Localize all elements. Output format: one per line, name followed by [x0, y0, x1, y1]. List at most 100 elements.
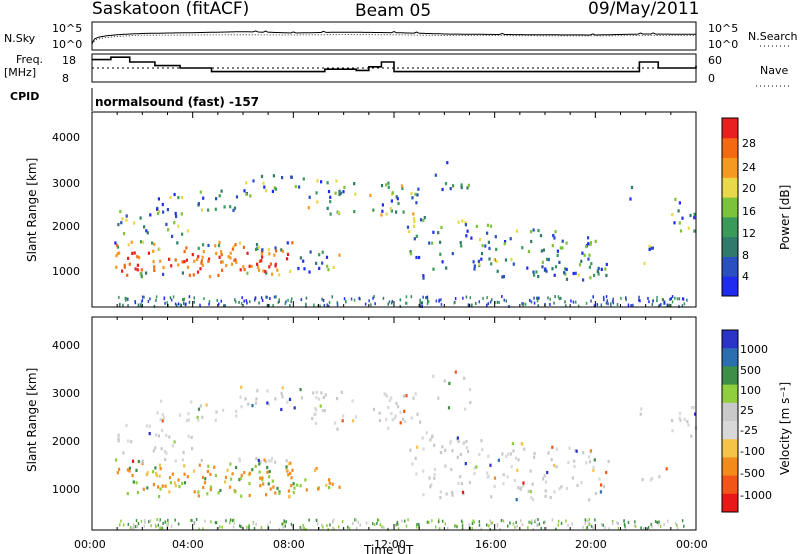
velocity-cell — [374, 523, 376, 527]
velocity-cell — [410, 416, 413, 420]
power-cell — [589, 276, 592, 280]
velocity-cell — [612, 519, 614, 523]
velocity-cell — [571, 522, 573, 526]
velocity-cell — [126, 492, 129, 496]
power-cell — [147, 299, 150, 303]
power-cell — [473, 264, 476, 268]
velocity-cell — [318, 397, 321, 401]
power-cell — [439, 252, 442, 256]
power-cell — [417, 187, 420, 191]
power-cell — [225, 264, 228, 268]
velocity-cell — [308, 518, 310, 522]
velocity-cell — [239, 524, 241, 528]
velocity-cell — [611, 522, 614, 525]
velocity-cell — [588, 498, 591, 502]
power-cell — [255, 243, 259, 247]
power-cell — [123, 263, 126, 267]
power-cell — [515, 229, 519, 233]
velocity-cell — [530, 521, 533, 525]
velocity-cell — [291, 468, 294, 472]
power-cell — [471, 303, 473, 307]
power-cell — [414, 192, 417, 196]
power-cell — [281, 176, 284, 180]
velocity-cell — [658, 520, 660, 524]
power-cell — [671, 295, 674, 299]
power-cell — [202, 196, 205, 200]
velocity-cell — [460, 482, 463, 486]
power-cell — [488, 246, 491, 251]
power-cell — [305, 296, 308, 300]
station-title: Saskatoon (fitACF) — [92, 0, 249, 19]
velocity-cell — [403, 420, 407, 424]
velocity-cell — [509, 521, 511, 525]
power-cell — [256, 265, 260, 269]
power-cell — [157, 209, 161, 214]
velocity-cell — [302, 523, 304, 527]
velocity-cell — [607, 459, 610, 464]
velocity-cell — [445, 492, 448, 496]
power-cell — [391, 191, 394, 195]
velocity-cell — [292, 482, 295, 486]
power-cell — [298, 185, 301, 189]
velocity-cell — [248, 523, 250, 527]
power-cell — [260, 259, 263, 263]
velocity-cell — [543, 474, 546, 478]
velocity-cell — [240, 525, 242, 529]
power-cell — [477, 259, 480, 263]
power-cell — [495, 259, 498, 263]
power-colorbar-swatch — [722, 216, 738, 238]
velocity-cell — [253, 527, 256, 530]
power-cell — [316, 200, 319, 204]
power-cell — [185, 302, 187, 306]
power-cell — [481, 244, 484, 248]
velocity-cell — [511, 442, 514, 446]
power-cell — [489, 300, 492, 304]
velocity-cell — [286, 469, 289, 473]
power-cell — [372, 296, 374, 300]
velocity-cell — [157, 523, 160, 527]
velocity-cell — [240, 385, 243, 389]
power-cell — [441, 260, 444, 264]
velocity-cell — [469, 526, 471, 530]
nsky-tick-bottom: 10^0 — [52, 38, 82, 51]
power-heatmap-cells — [114, 161, 696, 308]
velocity-cell — [462, 442, 465, 446]
velocity-cell — [162, 416, 166, 420]
velocity-cell — [289, 461, 292, 465]
velocity-cell — [158, 474, 161, 478]
velocity-cell — [451, 490, 454, 495]
velocity-cell — [584, 521, 587, 525]
power-cell — [651, 246, 654, 250]
power-cell — [118, 251, 121, 255]
power-cell — [453, 301, 455, 305]
velocity-cell — [315, 390, 318, 394]
power-cell — [232, 245, 235, 249]
velocity-colorbar-swatch — [722, 348, 738, 367]
vel-ytick-3000: 3000 — [52, 387, 80, 400]
velocity-cell — [117, 439, 120, 443]
velocity-cell — [155, 474, 158, 478]
power-cell — [193, 259, 196, 263]
power-cell — [551, 244, 554, 248]
velocity-cell — [355, 526, 358, 530]
velocity-cell — [402, 417, 405, 421]
power-cell — [286, 257, 289, 261]
power-cell — [689, 213, 692, 218]
velocity-cell — [319, 404, 322, 408]
power-cell — [422, 274, 425, 278]
power-cell — [678, 201, 681, 205]
velocity-cell — [674, 522, 677, 526]
velocity-cell — [315, 408, 318, 412]
velocity-cell — [178, 485, 181, 489]
power-cell — [419, 298, 421, 302]
power-cell — [605, 301, 608, 305]
power-cell — [200, 208, 203, 212]
power-cell — [656, 295, 658, 299]
power-cell — [563, 271, 566, 275]
power-cell — [486, 231, 489, 235]
power-cell — [126, 273, 129, 277]
velocity-cell — [430, 483, 433, 487]
velocity-cell — [506, 475, 509, 479]
power-cell — [475, 224, 478, 228]
power-cell — [556, 253, 559, 257]
